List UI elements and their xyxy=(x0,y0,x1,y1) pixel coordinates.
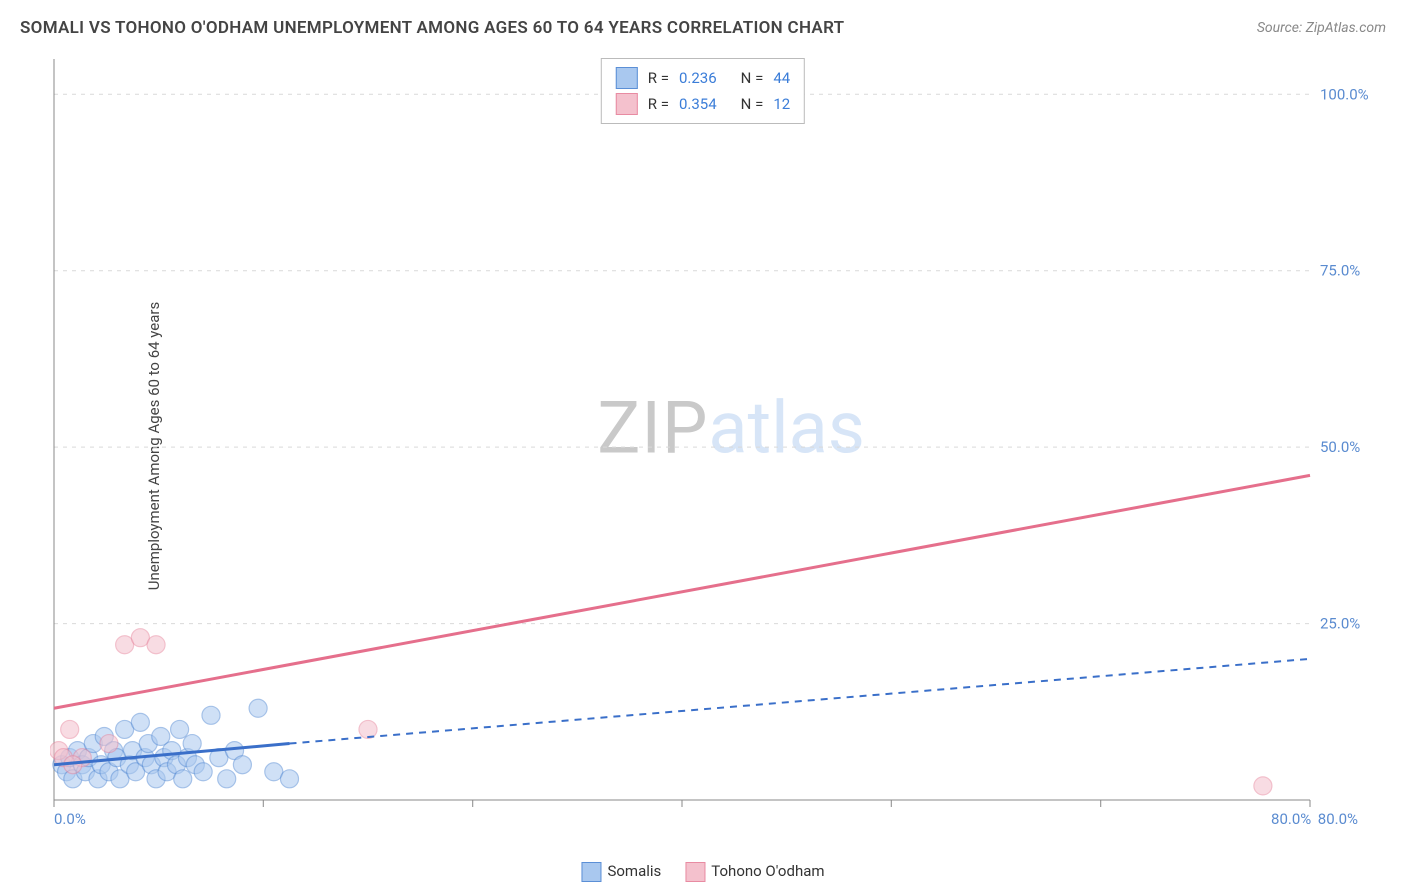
series-legend: Somalis Tohono O'odham xyxy=(581,862,824,882)
trend-line-blue-dash xyxy=(290,659,1311,744)
pink-swatch xyxy=(685,862,705,882)
pink-point xyxy=(100,735,118,753)
stat-r-label: R = xyxy=(648,95,669,113)
trend-line-pink xyxy=(54,475,1310,708)
legend-label: Somalis xyxy=(607,862,661,880)
stat-n-label: N = xyxy=(741,95,764,113)
ytick-label: 100.0% xyxy=(1320,85,1369,103)
legend-item: Tohono O'odham xyxy=(685,862,824,882)
pink-swatch xyxy=(616,93,638,115)
stat-n-value: 44 xyxy=(773,69,790,87)
stats-row: R = 0.236 N = 44 xyxy=(616,65,790,91)
stat-n-value: 12 xyxy=(773,95,790,113)
pink-point xyxy=(147,636,165,654)
legend-item: Somalis xyxy=(581,862,661,882)
blue-swatch xyxy=(581,862,601,882)
xtick-label: 80.0% xyxy=(1318,810,1358,828)
xtick-label: 80.0% xyxy=(1271,810,1311,828)
blue-point xyxy=(233,756,251,774)
ytick-label: 50.0% xyxy=(1320,438,1360,456)
blue-point xyxy=(131,713,149,731)
xtick-label: 0.0% xyxy=(54,810,86,828)
blue-point xyxy=(218,770,236,788)
blue-point xyxy=(281,770,299,788)
blue-point xyxy=(171,720,189,738)
legend-label: Tohono O'odham xyxy=(711,862,824,880)
blue-swatch xyxy=(616,67,638,89)
ytick-label: 75.0% xyxy=(1320,262,1360,280)
blue-point xyxy=(249,699,267,717)
blue-point xyxy=(194,763,212,781)
blue-point xyxy=(183,735,201,753)
scatter-plot: 25.0% 50.0% 75.0% 100.0% 0.0% 80.0% 80.0% xyxy=(50,55,1370,840)
stat-r-value: 0.236 xyxy=(679,69,717,87)
stats-legend-box: R = 0.236 N = 44 R = 0.354 N = 12 xyxy=(601,58,805,124)
blue-point xyxy=(174,770,192,788)
pink-point xyxy=(1254,777,1272,795)
stat-r-value: 0.354 xyxy=(679,95,717,113)
stats-row: R = 0.354 N = 12 xyxy=(616,91,790,117)
chart-title: SOMALI VS TOHONO O'ODHAM UNEMPLOYMENT AM… xyxy=(20,18,844,38)
stat-n-label: N = xyxy=(741,69,764,87)
source-attribution: Source: ZipAtlas.com xyxy=(1257,20,1386,36)
blue-point xyxy=(202,706,220,724)
pink-point xyxy=(61,720,79,738)
stat-r-label: R = xyxy=(648,69,669,87)
pink-point xyxy=(359,720,377,738)
ytick-label: 25.0% xyxy=(1320,615,1360,633)
